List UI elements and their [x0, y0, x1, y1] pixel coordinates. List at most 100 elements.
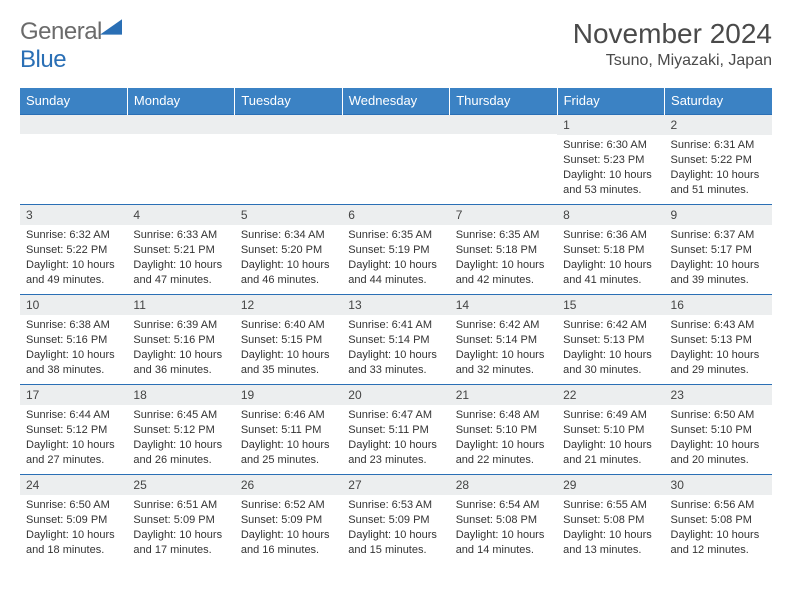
sunset-line: Sunset: 5:11 PM: [241, 424, 322, 436]
day-number: 2: [665, 115, 772, 135]
daylight-line: Daylight: 10 hours and 41 minutes.: [563, 259, 652, 286]
sunset-line: Sunset: 5:13 PM: [671, 334, 752, 346]
sunrise-line: Sunrise: 6:47 AM: [348, 409, 432, 421]
day-number: 30: [665, 475, 772, 495]
day-details: Sunrise: 6:42 AMSunset: 5:13 PMDaylight:…: [557, 315, 664, 381]
day-details: Sunrise: 6:39 AMSunset: 5:16 PMDaylight:…: [127, 315, 234, 381]
day-number: 23: [665, 385, 772, 405]
sunrise-line: Sunrise: 6:44 AM: [26, 409, 110, 421]
calendar-cell: 1Sunrise: 6:30 AMSunset: 5:23 PMDaylight…: [557, 115, 664, 205]
day-details: Sunrise: 6:55 AMSunset: 5:08 PMDaylight:…: [557, 495, 664, 561]
day-number: [235, 115, 342, 134]
calendar-cell: 13Sunrise: 6:41 AMSunset: 5:14 PMDayligh…: [342, 295, 449, 385]
sunset-line: Sunset: 5:19 PM: [348, 244, 429, 256]
day-details: Sunrise: 6:52 AMSunset: 5:09 PMDaylight:…: [235, 495, 342, 561]
day-number: 9: [665, 205, 772, 225]
calendar-cell: 28Sunrise: 6:54 AMSunset: 5:08 PMDayligh…: [450, 475, 557, 565]
calendar-row: 1Sunrise: 6:30 AMSunset: 5:23 PMDaylight…: [20, 115, 772, 205]
calendar-cell: 25Sunrise: 6:51 AMSunset: 5:09 PMDayligh…: [127, 475, 234, 565]
weekday-header: Thursday: [450, 88, 557, 115]
calendar-cell: [342, 115, 449, 205]
day-number: [342, 115, 449, 134]
calendar-table: SundayMondayTuesdayWednesdayThursdayFrid…: [20, 88, 772, 565]
day-details: Sunrise: 6:44 AM Sunset: 5:12 PM Daylight:…: [20, 405, 127, 471]
day-details: Sunrise: 6:49 AM Sunset: 5:10 PM Daylight:…: [557, 405, 664, 471]
sunrise-line: Sunrise: 6:49 AM: [563, 409, 647, 421]
day-details: Sunrise: 6:48 AMSunset: 5:10 PMDaylight:…: [450, 405, 557, 471]
sunset-line: Sunset: 5:09 PM: [241, 514, 322, 526]
calendar-cell: 2Sunrise: 6:31 AMSunset: 5:22 PMDaylight…: [665, 115, 772, 205]
calendar-cell: 26Sunrise: 6:52 AMSunset: 5:09 PMDayligh…: [235, 475, 342, 565]
sunrise-line: Sunrise: 6:33 AM: [133, 229, 217, 241]
daylight-line: Daylight: 10 hours and 18 minutes.: [26, 529, 115, 556]
sunset-line: Sunset: 5:12 PM: [26, 424, 107, 436]
day-details: Sunrise: 6:43 AMSunset: 5:13 PMDaylight:…: [665, 315, 772, 381]
calendar-cell: 29Sunrise: 6:55 AMSunset: 5:08 PMDayligh…: [557, 475, 664, 565]
daylight-line: Daylight: 10 hours and 16 minutes.: [241, 529, 330, 556]
daylight-line: Daylight: 10 hours and 13 minutes.: [563, 529, 652, 556]
sunset-line: Sunset: 5:18 PM: [563, 244, 644, 256]
sunrise-line: Sunrise: 6:45 AM: [133, 409, 217, 421]
day-details: Sunrise: 6:41 AMSunset: 5:14 PMDaylight:…: [342, 315, 449, 381]
calendar-cell: [235, 115, 342, 205]
day-number: 27: [342, 475, 449, 495]
day-details: Sunrise: 6:30 AMSunset: 5:23 PMDaylight:…: [557, 135, 664, 201]
day-details: Sunrise: 6:46 AMSunset: 5:11 PMDaylight:…: [235, 405, 342, 471]
day-number: 22: [557, 385, 664, 405]
day-number: 6: [342, 205, 449, 225]
calendar-cell: 9Sunrise: 6:37 AMSunset: 5:17 PMDaylight…: [665, 205, 772, 295]
sunrise-line: Sunrise: 6:56 AM: [671, 499, 755, 511]
sunrise-line: Sunrise: 6:54 AM: [456, 499, 540, 511]
daylight-line: Daylight: 10 hours and 35 minutes.: [241, 349, 330, 376]
day-details: Sunrise: 6:45 AMSunset: 5:12 PMDaylight:…: [127, 405, 234, 471]
sunset-line: Sunset: 5:13 PM: [563, 334, 644, 346]
weekday-header: Wednesday: [342, 88, 449, 115]
day-number: 14: [450, 295, 557, 315]
brand-name-b: Blue: [20, 46, 66, 73]
day-number: 10: [20, 295, 127, 315]
daylight-line: Daylight: 10 hours and 33 minutes.: [348, 349, 437, 376]
day-details: Sunrise: 6:36 AMSunset: 5:18 PMDaylight:…: [557, 225, 664, 291]
calendar-cell: 4Sunrise: 6:33 AMSunset: 5:21 PMDaylight…: [127, 205, 234, 295]
sunset-line: Sunset: 5:10 PM: [456, 424, 537, 436]
sunrise-line: Sunrise: 6:41 AM: [348, 319, 432, 331]
sunset-line: Sunset: 5:09 PM: [26, 514, 107, 526]
sunrise-line: Sunrise: 6:39 AM: [133, 319, 217, 331]
day-number: 20: [342, 385, 449, 405]
sunrise-line: Sunrise: 6:38 AM: [26, 319, 110, 331]
weekday-header: Friday: [557, 88, 664, 115]
day-number: 17: [20, 385, 127, 405]
day-number: 16: [665, 295, 772, 315]
day-number: [127, 115, 234, 134]
calendar-cell: 14Sunrise: 6:42 AMSunset: 5:14 PMDayligh…: [450, 295, 557, 385]
day-number: 13: [342, 295, 449, 315]
day-details: Sunrise: 6:31 AMSunset: 5:22 PMDaylight:…: [665, 135, 772, 201]
calendar-cell: 17 Sunrise: 6:44 AM Sunset: 5:12 PM Dayligh…: [20, 385, 127, 475]
calendar-cell: 3Sunrise: 6:32 AMSunset: 5:22 PMDaylight…: [20, 205, 127, 295]
daylight-line: Daylight: 10 hours and 21 minutes.: [563, 439, 652, 466]
sunset-line: Sunset: 5:10 PM: [563, 424, 644, 436]
sunrise-line: Sunrise: 6:48 AM: [456, 409, 540, 421]
day-number: 8: [557, 205, 664, 225]
day-number: 12: [235, 295, 342, 315]
sunrise-line: Sunrise: 6:51 AM: [133, 499, 217, 511]
brand-logo: General Blue: [20, 18, 122, 74]
calendar-cell: 20Sunrise: 6:47 AMSunset: 5:11 PMDayligh…: [342, 385, 449, 475]
calendar-cell: 6Sunrise: 6:35 AMSunset: 5:19 PMDaylight…: [342, 205, 449, 295]
calendar-cell: 5Sunrise: 6:34 AMSunset: 5:20 PMDaylight…: [235, 205, 342, 295]
day-details: Sunrise: 6:32 AMSunset: 5:22 PMDaylight:…: [20, 225, 127, 291]
day-number: 24: [20, 475, 127, 495]
location: Tsuno, Miyazaki, Japan: [573, 52, 772, 70]
daylight-line: Daylight: 10 hours and 20 minutes.: [671, 439, 760, 466]
day-details: Sunrise: 6:53 AMSunset: 5:09 PMDaylight:…: [342, 495, 449, 561]
header: General Blue November 2024 Tsuno, Miyaza…: [20, 18, 772, 74]
sunset-line: Sunset: 5:17 PM: [671, 244, 752, 256]
title-block: November 2024 Tsuno, Miyazaki, Japan: [573, 18, 772, 70]
sunset-line: Sunset: 5:21 PM: [133, 244, 214, 256]
daylight-line: Daylight: 10 hours and 30 minutes.: [563, 349, 652, 376]
day-details: Sunrise: 6:33 AMSunset: 5:21 PMDaylight:…: [127, 225, 234, 291]
day-details: Sunrise: 6:35 AMSunset: 5:19 PMDaylight:…: [342, 225, 449, 291]
daylight-line: Daylight: 10 hours and 27 minutes.: [26, 439, 115, 466]
sunrise-line: Sunrise: 6:40 AM: [241, 319, 325, 331]
daylight-line: Daylight: 10 hours and 17 minutes.: [133, 529, 222, 556]
